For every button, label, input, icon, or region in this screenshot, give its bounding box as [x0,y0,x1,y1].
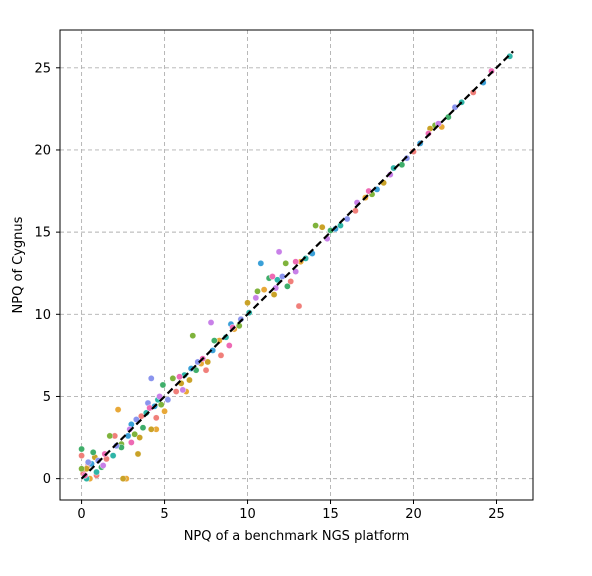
data-point [169,375,177,382]
data-point [207,319,215,326]
plot-frame [59,29,534,501]
data-point [78,465,85,473]
data-point [84,458,92,466]
data-point [164,396,172,404]
data-point [186,376,193,384]
data-point [202,366,210,374]
data-point [134,450,142,458]
data-point [99,462,107,469]
data-point [147,426,155,433]
x-tick-label: 5 [160,507,168,522]
data-point [445,113,452,121]
data-point [217,352,225,359]
data-point [254,287,261,295]
data-point [260,286,268,293]
data-point [257,260,265,267]
data-point [292,258,299,266]
data-point [270,291,278,298]
axis-ticks: 0 5 10 15 20 25 0 5 10 15 20 25 [34,61,504,522]
x-axis-label: NPQ of a benchmark NGS platform [184,529,410,544]
data-point [312,222,319,229]
data-point [352,207,359,215]
data-point [147,375,155,382]
x-tick-label: 10 [239,507,256,522]
data-point [136,434,143,441]
y-tick-label: 25 [34,61,51,76]
data-point [93,468,100,476]
data-point [275,248,283,256]
data-point [176,373,183,381]
data-point [139,424,147,431]
data-point [78,445,85,453]
y-tick-label: 10 [34,308,51,323]
data-point [287,278,294,285]
reference-line [80,50,514,480]
y-tick-label: 0 [43,472,51,487]
x-tick-label: 0 [77,507,85,522]
data-point [131,430,138,438]
x-tick-label: 25 [488,507,505,522]
data-point [274,276,281,284]
data-point [78,452,85,459]
data-point [252,294,260,302]
data-point [89,449,97,456]
y-tick-label: 5 [43,390,51,405]
y-tick-label: 20 [34,143,51,158]
data-point [269,273,276,280]
data-point [189,332,197,339]
data-point [225,342,233,349]
data-point [282,260,290,267]
data-point [161,407,168,415]
data-point [284,283,291,290]
data-point [128,439,135,446]
data-point [244,299,251,307]
data-point [157,401,165,408]
data-point [109,452,117,459]
data-point [204,358,212,366]
data-point [114,406,122,413]
data-point [211,337,218,344]
data-point [106,432,114,440]
data-point [133,416,140,423]
data-point [119,475,127,482]
data-point [152,414,160,422]
data-point [318,223,326,231]
data-point [179,386,187,394]
y-tick-label: 15 [34,226,51,241]
data-point [156,393,163,400]
x-tick-label: 15 [322,507,339,522]
data-point [159,381,167,389]
data-point [292,268,299,275]
identity-line [80,50,514,480]
x-tick-label: 20 [405,507,422,522]
y-axis-label: NPQ of Cygnus [11,216,26,313]
data-point [295,302,303,310]
data-point [172,388,180,395]
grid-lines [60,30,533,500]
